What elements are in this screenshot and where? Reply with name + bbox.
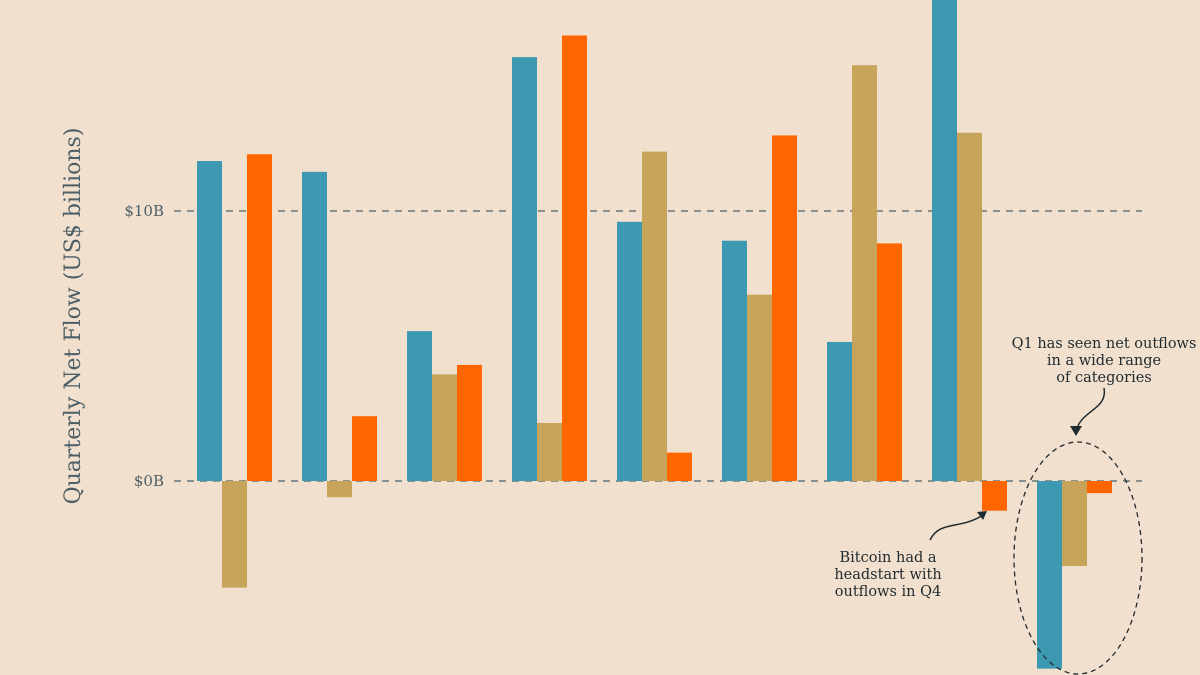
bar-s1-g8 — [932, 0, 957, 481]
bar-s1-g3 — [407, 331, 432, 481]
bar-s2-g4 — [537, 422, 562, 481]
bar-s2-g6 — [747, 294, 772, 481]
bar-s1-g1 — [197, 161, 222, 482]
bar-s2-g9 — [1062, 481, 1087, 567]
bar-s1-g6 — [722, 240, 747, 481]
bar-s2-g2 — [327, 481, 352, 498]
bar-s3-g9 — [1087, 481, 1112, 494]
bar-s3-g1 — [247, 154, 272, 482]
bar-s1-g9 — [1037, 481, 1062, 669]
bar-s2-g8 — [957, 132, 982, 481]
highlight-ellipse — [1013, 441, 1143, 675]
bar-s3-g8 — [982, 481, 1007, 511]
bar-s3-g5 — [667, 452, 692, 481]
arrowhead-icon — [977, 511, 987, 520]
annotation-text: Q1 has seen net outflows — [1012, 336, 1197, 352]
bar-s2-g5 — [642, 151, 667, 481]
annotation-text: headstart with — [834, 567, 941, 583]
annotation-text: Bitcoin had a — [839, 550, 936, 566]
y-tick-label: $0B — [134, 472, 164, 490]
annotation-arrow-bitcoin — [929, 514, 984, 541]
bar-s3-g6 — [772, 135, 797, 481]
bar-s2-g3 — [432, 374, 457, 481]
bar-s3-g4 — [562, 35, 587, 481]
y-tick-label: $10B — [124, 202, 164, 220]
bar-s3-g7 — [877, 243, 902, 481]
bar-s2-g7 — [852, 65, 877, 481]
annotation-text: outflows in Q4 — [835, 584, 941, 600]
annotation-text: of categories — [1056, 370, 1151, 386]
arrowhead-icon — [1070, 426, 1082, 436]
bar-s1-g7 — [827, 341, 852, 481]
bar-s1-g5 — [617, 221, 642, 482]
bar-s1-g4 — [512, 57, 537, 481]
y-axis-label: Quarterly Net Flow (US$ billions) — [61, 128, 86, 505]
bar-s3-g3 — [457, 364, 482, 481]
annotation-text: in a wide range — [1047, 353, 1161, 369]
annotation-arrow-q1 — [1075, 387, 1105, 433]
bar-s3-g2 — [352, 416, 377, 481]
bar-s2-g1 — [222, 481, 247, 588]
bar-s1-g2 — [302, 171, 327, 481]
